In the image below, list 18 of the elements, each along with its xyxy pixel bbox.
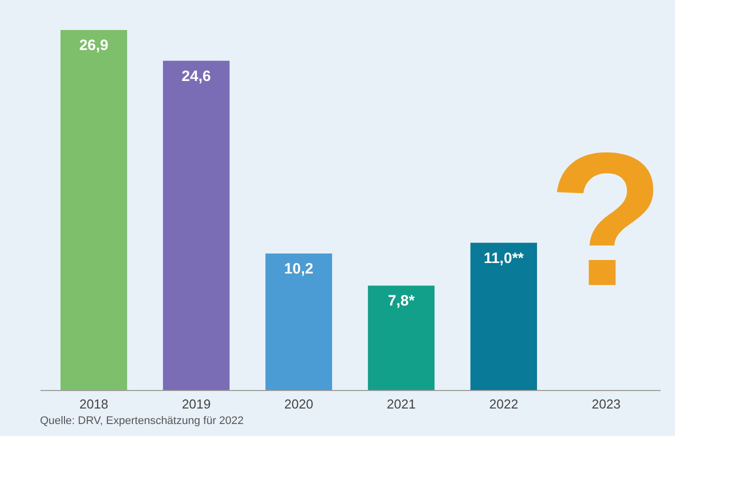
x-tick-label: 2018 (79, 396, 108, 412)
x-tick-label: 2019 (182, 396, 211, 412)
data-label: 7,8* (388, 292, 415, 310)
x-tick-label: 2021 (386, 396, 416, 412)
bar (368, 286, 435, 390)
data-label: 24,6 (182, 68, 211, 85)
bar (162, 60, 230, 390)
bar (60, 30, 128, 390)
data-label: 11,0** (484, 250, 524, 267)
annotation: ? (548, 114, 664, 326)
bar (470, 242, 538, 390)
bar (265, 253, 332, 390)
data-label: 10,2 (284, 260, 314, 278)
source-note: Quelle: DRV, Expertenschätzung für 2022 (40, 415, 244, 427)
x-tick-label: 2020 (284, 396, 314, 412)
x-tick-label: 2022 (489, 396, 518, 412)
data-label: 26,9 (79, 37, 108, 54)
x-tick-label: 2023 (592, 396, 621, 412)
